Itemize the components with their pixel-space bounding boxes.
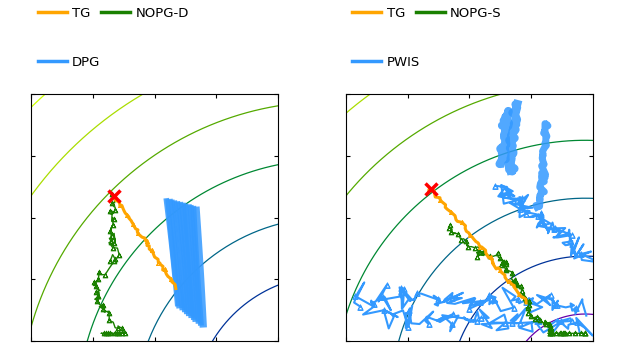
Legend: PWIS: PWIS — [353, 56, 420, 69]
Legend: DPG: DPG — [37, 56, 100, 69]
